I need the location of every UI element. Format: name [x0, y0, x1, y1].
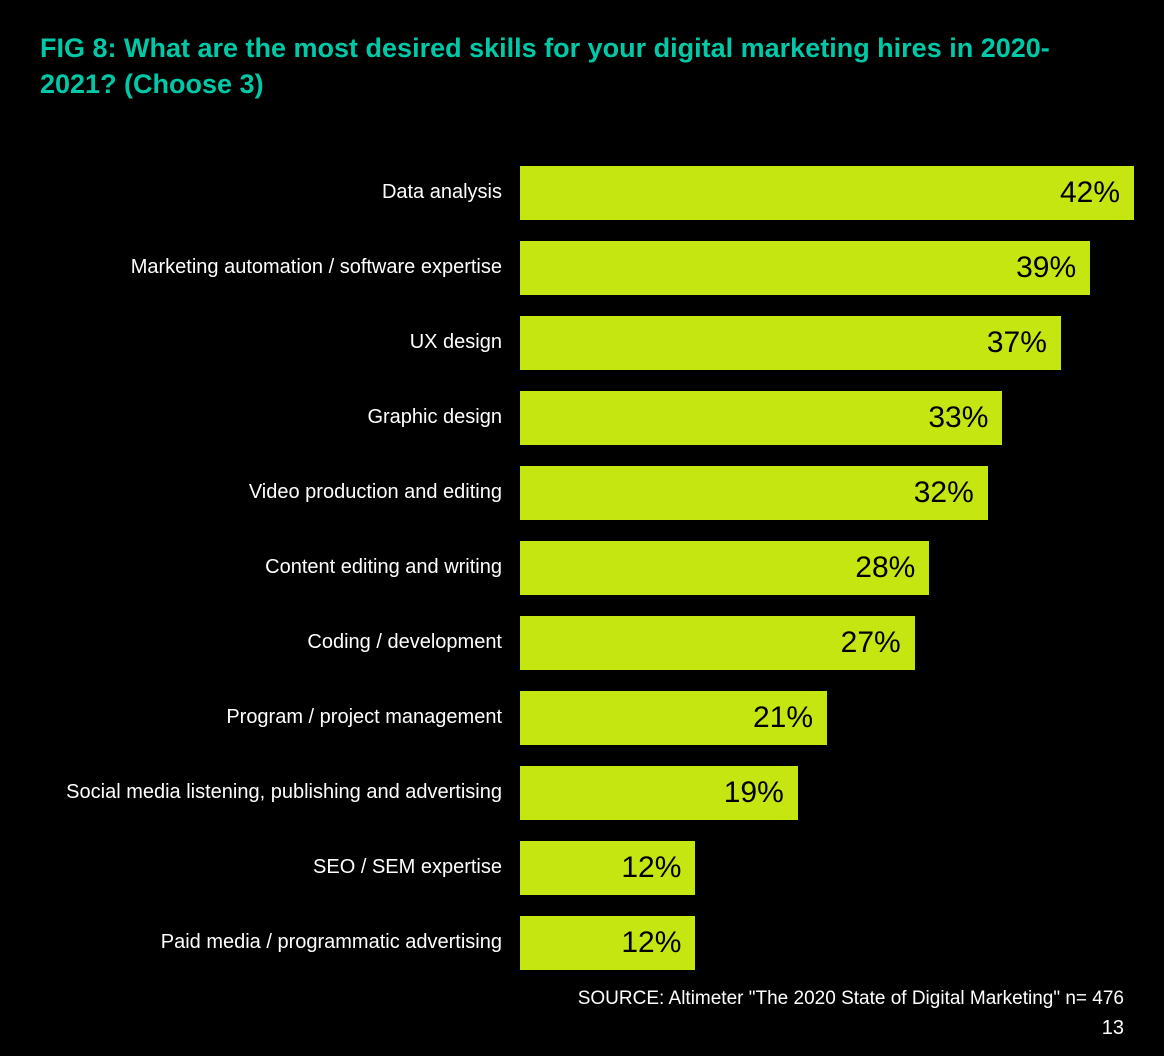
bar-fill: 19%	[520, 766, 798, 820]
bar-value: 21%	[753, 701, 813, 735]
bar-fill: 28%	[520, 541, 929, 595]
bar-label: Content editing and writing	[40, 556, 520, 579]
bar-label: Coding / development	[40, 631, 520, 654]
bar-label: Social media listening, publishing and a…	[40, 781, 520, 804]
bar-fill: 37%	[520, 316, 1061, 370]
bar-track: 28%	[520, 541, 1134, 595]
bar-row: Social media listening, publishing and a…	[40, 763, 1134, 823]
bar-chart: Data analysis 42% Marketing automation / s…	[0, 163, 1164, 973]
bar-fill: 12%	[520, 841, 695, 895]
bar-track: 33%	[520, 391, 1134, 445]
bar-value: 42%	[1060, 176, 1120, 210]
bar-track: 12%	[520, 841, 1134, 895]
bar-row: Marketing automation / software expertis…	[40, 238, 1134, 298]
bar-fill: 33%	[520, 391, 1002, 445]
bar-fill: 12%	[520, 916, 695, 970]
bar-row: Content editing and writing 28%	[40, 538, 1134, 598]
bar-label: Graphic design	[40, 406, 520, 429]
bar-value: 39%	[1016, 251, 1076, 285]
bar-label: Data analysis	[40, 181, 520, 204]
bar-label: SEO / SEM expertise	[40, 856, 520, 879]
bar-fill: 27%	[520, 616, 915, 670]
bar-label: Video production and editing	[40, 481, 520, 504]
bar-row: Graphic design 33%	[40, 388, 1134, 448]
bar-track: 21%	[520, 691, 1134, 745]
bar-value: 37%	[987, 326, 1047, 360]
bar-value: 27%	[841, 626, 901, 660]
bar-row: UX design 37%	[40, 313, 1134, 373]
bar-row: Video production and editing 32%	[40, 463, 1134, 523]
bar-value: 28%	[855, 551, 915, 585]
bar-label: Marketing automation / software expertis…	[40, 256, 520, 279]
bar-track: 39%	[520, 241, 1134, 295]
bar-label: UX design	[40, 331, 520, 354]
bar-track: 32%	[520, 466, 1134, 520]
bar-row: Coding / development 27%	[40, 613, 1134, 673]
bar-row: Program / project management 21%	[40, 688, 1134, 748]
page-number: 13	[1102, 1017, 1124, 1040]
bar-label: Paid media / programmatic advertising	[40, 931, 520, 954]
bar-fill: 42%	[520, 166, 1134, 220]
bar-fill: 21%	[520, 691, 827, 745]
bar-fill: 39%	[520, 241, 1090, 295]
bar-row: Data analysis 42%	[40, 163, 1134, 223]
bar-row: Paid media / programmatic advertising 12%	[40, 913, 1134, 973]
source-text: SOURCE: Altimeter "The 2020 State of Dig…	[0, 988, 1164, 1010]
bar-value: 32%	[914, 476, 974, 510]
bar-value: 12%	[621, 926, 681, 960]
bar-fill: 32%	[520, 466, 988, 520]
chart-title: FIG 8: What are the most desired skills …	[0, 0, 1164, 113]
bar-track: 37%	[520, 316, 1134, 370]
bar-track: 19%	[520, 766, 1134, 820]
bar-value: 33%	[928, 401, 988, 435]
bar-track: 42%	[520, 166, 1134, 220]
bar-row: SEO / SEM expertise 12%	[40, 838, 1134, 898]
bar-value: 19%	[724, 776, 784, 810]
bar-track: 12%	[520, 916, 1134, 970]
bar-track: 27%	[520, 616, 1134, 670]
bar-value: 12%	[621, 851, 681, 885]
bar-label: Program / project management	[40, 706, 520, 729]
